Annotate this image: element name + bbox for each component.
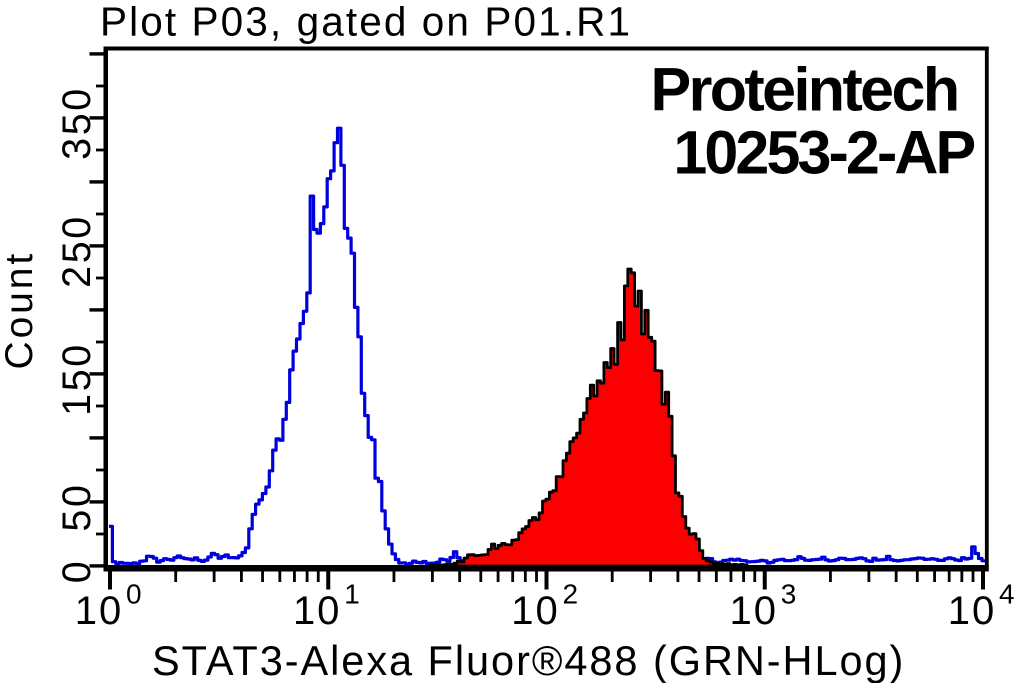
svg-text:Plot P03, gated on P01.R1: Plot P03, gated on P01.R1 [100,0,632,45]
svg-text:1: 1 [344,579,360,610]
svg-text:3: 3 [781,579,797,610]
svg-text:50: 50 [55,482,99,531]
svg-text:10: 10 [511,589,560,633]
svg-text:150: 150 [55,342,99,416]
svg-text:4: 4 [999,579,1015,610]
svg-text:10: 10 [730,589,779,633]
svg-text:10: 10 [75,589,124,633]
svg-text:STAT3-Alexa Fluor®488 (GRN-HLo: STAT3-Alexa Fluor®488 (GRN-HLog) [152,637,905,683]
svg-text:10: 10 [293,589,342,633]
svg-text:Proteintech: Proteintech [651,55,958,123]
svg-text:10: 10 [948,589,997,633]
svg-text:250: 250 [55,214,99,288]
svg-text:Count: Count [0,251,41,370]
svg-text:2: 2 [563,579,579,610]
svg-text:0: 0 [126,579,142,610]
svg-text:10253-2-AP: 10253-2-AP [673,119,974,187]
svg-text:0: 0 [55,559,99,584]
svg-text:350: 350 [55,86,99,160]
